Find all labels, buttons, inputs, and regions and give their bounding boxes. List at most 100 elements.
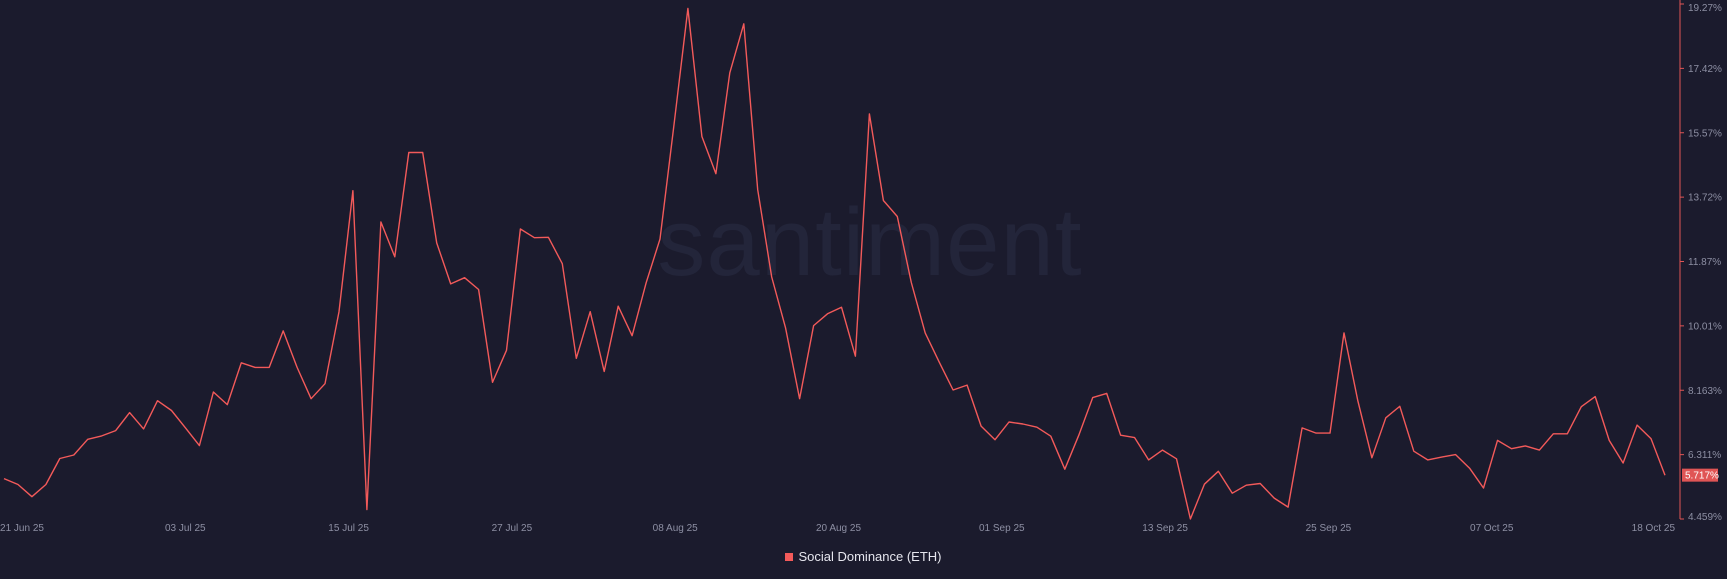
- data-point: [1343, 331, 1346, 334]
- data-point: [58, 457, 61, 460]
- data-point: [1189, 518, 1192, 521]
- x-tick-label: 03 Jul 25: [165, 523, 206, 534]
- data-point: [1049, 435, 1052, 438]
- series-line-social-dominance-eth: [3, 7, 1666, 520]
- data-point: [868, 112, 871, 115]
- x-tick-label: 15 Jul 25: [328, 523, 369, 534]
- y-tick-label: 17.42%: [1688, 64, 1722, 75]
- y-tick-label: 13.72%: [1688, 193, 1722, 204]
- data-point: [421, 151, 424, 154]
- data-point: [645, 281, 648, 284]
- legend[interactable]: Social Dominance (ETH): [0, 549, 1727, 564]
- data-point: [673, 123, 676, 126]
- data-point: [854, 355, 857, 358]
- current-value-badge: 5.717%: [1682, 468, 1719, 482]
- data-point: [1510, 447, 1513, 450]
- data-point: [1329, 432, 1332, 435]
- data-point: [1217, 470, 1220, 473]
- data-point: [1566, 432, 1569, 435]
- data-point: [170, 409, 173, 412]
- data-point: [114, 429, 117, 432]
- y-tick-label: 6.311%: [1688, 450, 1721, 461]
- data-point: [589, 310, 592, 313]
- data-point: [1412, 450, 1415, 453]
- legend-swatch: [785, 553, 794, 561]
- y-tick-label: 4.459%: [1688, 512, 1722, 523]
- data-point: [966, 384, 969, 387]
- data-point: [1594, 395, 1597, 398]
- data-point: [100, 434, 103, 437]
- y-tick-label: 19.27%: [1688, 3, 1722, 14]
- x-tick-label: 08 Aug 25: [653, 523, 698, 534]
- data-point: [784, 327, 787, 330]
- data-point: [1021, 423, 1024, 426]
- data-point: [1384, 416, 1387, 419]
- data-point: [1636, 424, 1639, 427]
- data-point: [882, 199, 885, 202]
- data-point: [3, 477, 6, 480]
- data-point: [1147, 458, 1150, 461]
- data-point: [798, 397, 801, 400]
- data-point: [282, 329, 285, 332]
- data-point: [924, 331, 927, 334]
- data-point: [212, 391, 215, 394]
- data-point: [980, 425, 983, 428]
- data-point: [1580, 405, 1583, 408]
- data-point: [1496, 439, 1499, 442]
- data-point: [72, 454, 75, 457]
- data-point: [938, 361, 941, 364]
- data-point: [393, 255, 396, 258]
- santiment-watermark: santiment: [657, 189, 1082, 296]
- data-point: [86, 438, 89, 441]
- data-point: [826, 312, 829, 315]
- x-tick-label: 21 Jun 25: [0, 523, 44, 534]
- x-axis-ticks: 21 Jun 25 03 Jul 25 15 Jul 25 27 Jul 25 08 A…: [0, 523, 1675, 534]
- data-point: [1273, 497, 1276, 500]
- data-point: [1482, 487, 1485, 490]
- data-point: [1119, 434, 1122, 437]
- data-point: [324, 382, 327, 385]
- data-point: [463, 276, 466, 279]
- x-tick-label: 27 Jul 25: [492, 523, 533, 534]
- data-point: [952, 389, 955, 392]
- data-point: [1063, 468, 1066, 471]
- data-point: [379, 221, 382, 224]
- data-point: [770, 276, 773, 279]
- data-point: [449, 282, 452, 285]
- current-value-label: 5.717%: [1685, 471, 1719, 482]
- x-tick-label: 20 Aug 25: [816, 523, 861, 534]
- data-point: [435, 241, 438, 244]
- data-point: [728, 71, 731, 74]
- x-tick-label: 13 Sep 25: [1142, 523, 1188, 534]
- data-point: [742, 22, 745, 25]
- data-point: [128, 411, 131, 414]
- data-point: [491, 381, 494, 384]
- data-point: [1524, 444, 1527, 447]
- data-point: [631, 334, 634, 337]
- data-point: [1077, 434, 1080, 437]
- data-point: [533, 236, 536, 239]
- y-tick-label: 15.57%: [1688, 128, 1722, 139]
- data-point: [812, 324, 815, 327]
- y-tick-label: 8.163%: [1688, 386, 1722, 397]
- data-point: [142, 427, 145, 430]
- data-point: [1133, 436, 1136, 439]
- legend-label: Social Dominance (ETH): [798, 549, 942, 564]
- data-point: [17, 483, 20, 486]
- data-point: [254, 366, 257, 369]
- data-point: [365, 508, 368, 511]
- data-point: [268, 366, 271, 369]
- x-tick-label: 01 Sep 25: [979, 523, 1025, 534]
- data-point: [1440, 456, 1443, 459]
- data-point: [1468, 467, 1471, 470]
- data-point: [561, 262, 564, 265]
- y-tick-label: 11.87%: [1688, 257, 1721, 268]
- data-point: [1301, 426, 1304, 429]
- data-point: [407, 151, 410, 154]
- data-point: [1203, 483, 1206, 486]
- data-point: [1231, 492, 1234, 495]
- data-point: [198, 444, 201, 447]
- x-tick-label: 25 Sep 25: [1306, 523, 1352, 534]
- data-point: [1622, 462, 1625, 465]
